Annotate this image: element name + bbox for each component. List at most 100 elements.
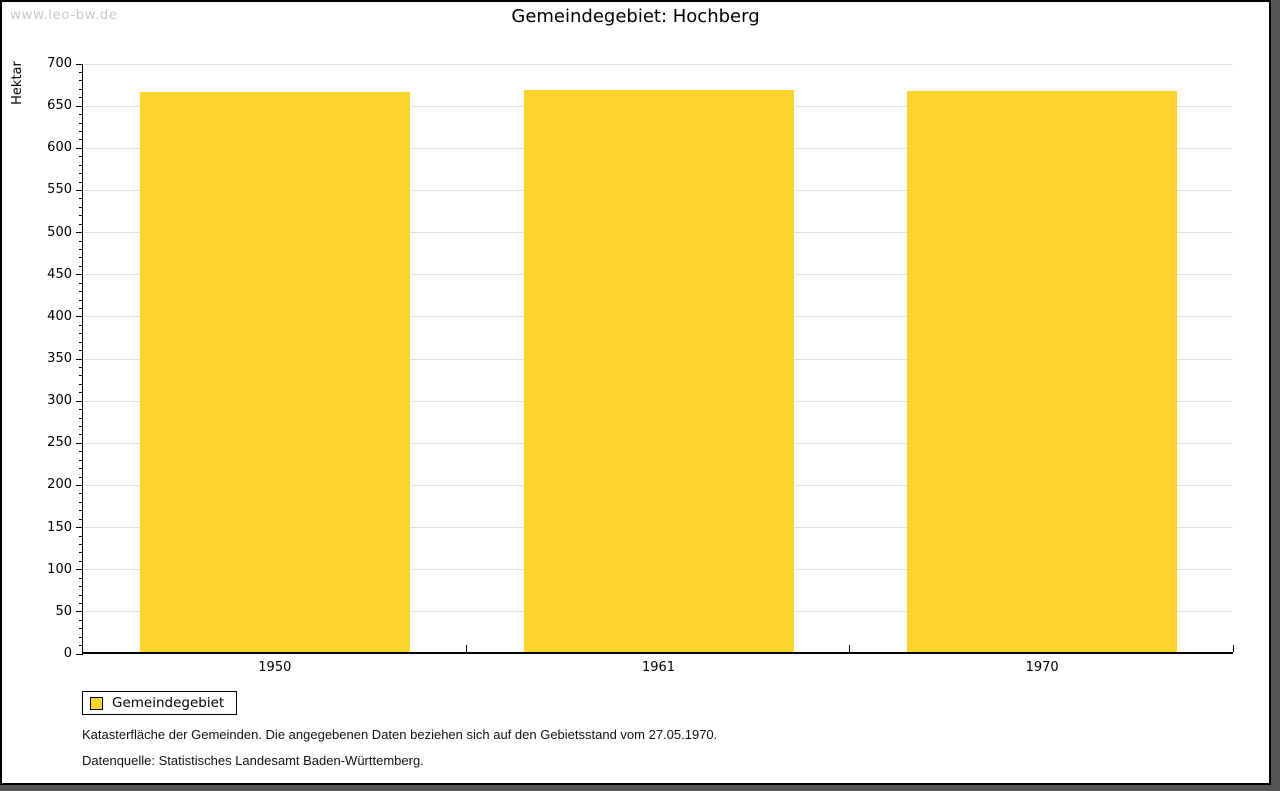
y-axis-tick: [76, 189, 83, 191]
chart-title: Gemeindegebiet: Hochberg: [511, 6, 760, 27]
y-axis-tick: [79, 88, 83, 90]
y-axis-tick: [79, 215, 83, 217]
y-tick-label: 50: [55, 603, 72, 619]
bar-1970: [907, 90, 1178, 652]
legend: Gemeindegebiet: [82, 691, 238, 715]
y-axis-tick: [76, 358, 83, 360]
caption-data-source: Datenquelle: Statistisches Landesamt Bad…: [82, 753, 424, 768]
y-tick-label: 200: [47, 477, 72, 493]
y-axis-tick: [79, 468, 83, 470]
y-axis-tick: [79, 122, 83, 124]
y-axis-tick: [79, 130, 83, 132]
y-axis-tick: [76, 274, 83, 276]
y-tick-label: 300: [47, 393, 72, 409]
bar-1961: [523, 89, 794, 652]
y-axis-tick: [79, 299, 83, 301]
y-tick-label: 250: [47, 435, 72, 451]
y-axis-tick: [79, 392, 83, 394]
plot-area: 0 50 100 150 200 250 300 350 400 450 500 550 600 650 7…: [47, 56, 1234, 675]
y-axis-tick: [79, 552, 83, 554]
x-boundary-tick: [465, 645, 467, 652]
y-axis-tick: [79, 156, 83, 158]
y-axis-tick: [76, 63, 83, 65]
y-axis-tick: [79, 636, 83, 638]
y-axis-tick: [79, 240, 83, 242]
x-boundary-tick: [849, 645, 851, 652]
y-axis-tick: [79, 543, 83, 545]
y-axis-tick: [79, 97, 83, 99]
legend-swatch: [90, 696, 103, 710]
y-axis-tick: [79, 324, 83, 326]
y-axis-tick: [79, 501, 83, 503]
y-axis-tick: [79, 282, 83, 284]
x-category-label: 1950: [258, 660, 292, 675]
y-axis-tick: [76, 105, 83, 107]
y-axis-tick: [79, 476, 83, 478]
y-axis-tick: [79, 307, 83, 309]
y-axis-tick: [79, 181, 83, 183]
caption-source-note: Katasterfläche der Gemeinden. Die angege…: [82, 727, 718, 742]
bar-1950: [139, 91, 410, 652]
y-axis-tick: [79, 409, 83, 411]
y-axis-tick: [79, 510, 83, 512]
y-axis-tick: [79, 257, 83, 259]
y-axis-tick: [76, 147, 83, 149]
gridline: [83, 63, 1233, 65]
y-axis-tick: [79, 366, 83, 368]
y-axis-tick: [79, 248, 83, 250]
y-axis-tick: [79, 560, 83, 562]
y-axis-tick: [79, 80, 83, 82]
y-axis-tick: [79, 602, 83, 604]
y-tick-label: 450: [47, 266, 72, 282]
y-axis-tick: [79, 341, 83, 343]
y-axis-tick: [76, 611, 83, 613]
y-axis-tick: [79, 594, 83, 596]
legend-label: Gemeindegebiet: [112, 695, 225, 711]
y-axis-tick: [79, 619, 83, 621]
y-tick-label: 600: [47, 140, 72, 156]
x-category-label: 1970: [1025, 660, 1059, 675]
y-axis-tick: [79, 417, 83, 419]
y-tick-label: 150: [47, 519, 72, 535]
y-axis-tick: [79, 425, 83, 427]
y-axis-tick: [79, 265, 83, 267]
y-tick-label: 0: [63, 646, 72, 661]
y-axis-tick: [79, 291, 83, 293]
y-axis-tick: [79, 198, 83, 200]
y-axis-tick: [79, 375, 83, 377]
y-axis-tick: [76, 442, 83, 444]
y-axis-tick: [79, 164, 83, 166]
y-axis-tick: [79, 535, 83, 537]
y-axis-tick: [79, 173, 83, 175]
x-boundary-tick: [1233, 645, 1234, 652]
y-tick-label: 500: [47, 224, 72, 240]
y-axis-tick: [79, 139, 83, 141]
y-axis-tick: [79, 493, 83, 495]
y-tick-label: 100: [47, 561, 72, 577]
y-axis-tick: [79, 434, 83, 436]
y-axis-tick: [79, 333, 83, 335]
y-axis-tick: [76, 527, 83, 529]
y-axis-tick: [79, 451, 83, 453]
watermark: www.leo-bw.de: [10, 7, 118, 23]
y-axis-tick: [79, 206, 83, 208]
y-axis-tick: [79, 645, 83, 647]
y-axis-tick: [79, 223, 83, 225]
y-axis-tick: [79, 114, 83, 116]
y-axis-tick: [79, 586, 83, 588]
y-tick-label: 650: [47, 98, 72, 114]
y-axis-label: Hektar: [10, 61, 25, 105]
y-axis-tick: [76, 316, 83, 318]
y-axis-tick: [79, 383, 83, 385]
x-category-label: 1961: [641, 660, 676, 675]
y-tick-label: 550: [47, 182, 72, 198]
y-axis-tick: [76, 653, 83, 655]
y-axis-tick: [76, 232, 83, 234]
y-axis-tick: [79, 350, 83, 352]
y-axis-tick: [76, 400, 83, 402]
y-axis-tick: [79, 459, 83, 461]
y-axis-tick: [79, 577, 83, 579]
y-axis-tick: [79, 628, 83, 630]
y-tick-label: 350: [47, 351, 72, 366]
